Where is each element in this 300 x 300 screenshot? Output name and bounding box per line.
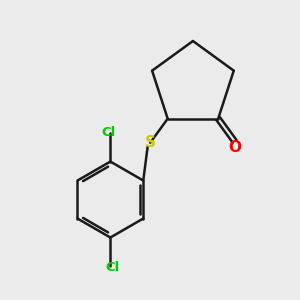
Text: Cl: Cl xyxy=(102,126,116,139)
Text: O: O xyxy=(228,140,241,155)
Text: S: S xyxy=(145,135,156,150)
Text: Cl: Cl xyxy=(105,261,119,274)
